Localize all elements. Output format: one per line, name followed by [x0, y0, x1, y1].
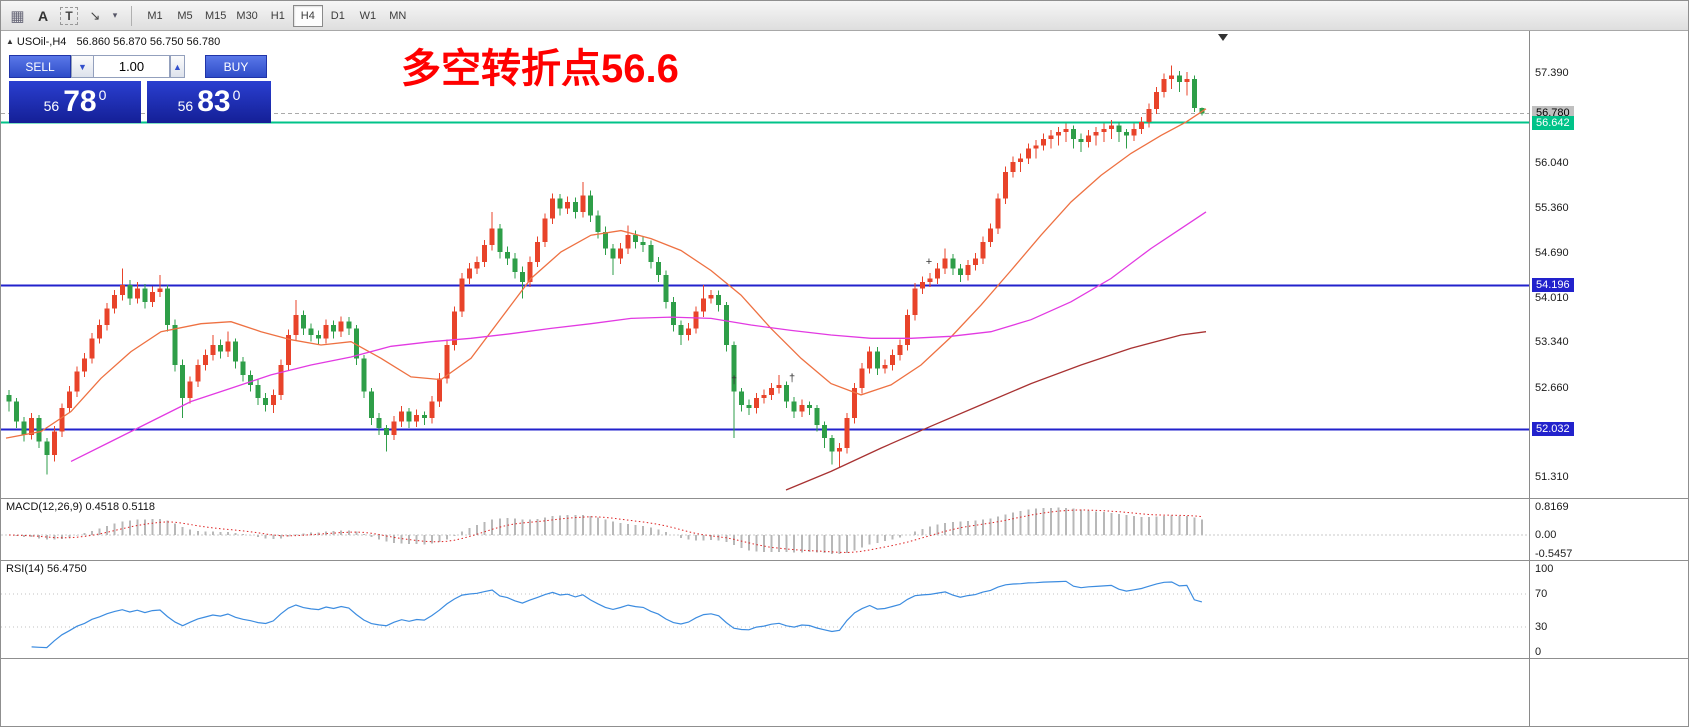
price-label: 52.660 — [1535, 381, 1569, 394]
price-label: -0.5457 — [1535, 547, 1573, 560]
draw-arrow-tool-icon[interactable]: ↘ — [89, 7, 101, 23]
text-label-tool-icon[interactable]: A — [37, 7, 49, 24]
svg-text:†: † — [731, 375, 737, 387]
panel-splitter[interactable] — [1, 658, 1688, 659]
macd-label: MACD(12,26,9) 0.4518 0.5118 — [6, 501, 155, 513]
timeframe-m15[interactable]: M15 — [205, 9, 227, 22]
templates-icon[interactable]: ▦ — [10, 7, 24, 25]
price-label: 100 — [1535, 563, 1554, 575]
macd-axis[interactable]: 0.8169 0.00 -0.5457 — [1529, 499, 1688, 560]
price-label: 52.032 — [1532, 422, 1574, 437]
price-label: 57.390 — [1535, 66, 1569, 79]
chart-annotation-text: 多空转折点56.6 — [401, 47, 679, 91]
empty-panel — [1, 659, 1688, 726]
sell-price-panel[interactable]: 56 78 0 — [9, 81, 141, 123]
panel-splitter[interactable] — [1, 560, 1688, 561]
one-click-trade-panel: SELL ▼ 1.00 ▲ BUY 56 78 0 56 83 0 — [9, 55, 271, 123]
sell-price-prefix: 56 — [43, 98, 60, 114]
symbol-info: ▲ USOil-,H4 56.860 56.870 56.750 56.780 — [6, 36, 220, 48]
price-chart-plot[interactable]: † † + ▲ USOil-,H4 56.860 56.870 56.750 56.78… — [1, 31, 1529, 498]
price-label: 70 — [1535, 587, 1548, 600]
price-label: 51.310 — [1535, 471, 1569, 484]
symbol-name: USOil-,H4 — [16, 36, 67, 48]
volume-dropdown-button[interactable]: ▼ — [71, 55, 94, 78]
price-label: 0.00 — [1535, 529, 1557, 541]
panel-splitter[interactable] — [1, 498, 1688, 499]
timeframe-m1[interactable]: M1 — [147, 9, 163, 22]
timeframe-d1[interactable]: D1 — [330, 9, 345, 22]
symbol-marker-icon: ▲ — [6, 37, 14, 46]
price-label: 0 — [1535, 646, 1542, 658]
main-chart-panel: † † + ▲ USOil-,H4 56.860 56.870 56.750 56.78… — [1, 31, 1688, 498]
tool-icon-group: ▦ A T ↘ ▾ — [5, 5, 121, 27]
price-label: 56.642 — [1532, 115, 1574, 130]
toolbar-separator — [131, 5, 132, 26]
rsi-label: RSI(14) 56.4750 — [6, 563, 87, 575]
buy-button[interactable]: BUY — [205, 55, 267, 78]
price-label: 54.196 — [1532, 278, 1574, 293]
svg-text:+: + — [926, 256, 932, 268]
sell-button[interactable]: SELL — [9, 55, 71, 78]
trade-controls-row: SELL ▼ 1.00 ▲ BUY — [9, 55, 271, 78]
macd-panel: MACD(12,26,9) 0.4518 0.5118 0.8169 0.00 -0… — [1, 499, 1688, 560]
price-label: 54.010 — [1535, 291, 1569, 304]
price-label: 54.690 — [1535, 246, 1569, 259]
rsi-axis[interactable]: 100 70 30 0 — [1529, 561, 1688, 658]
sell-price-big: 78 — [63, 85, 97, 118]
text-tool-icon[interactable]: T — [60, 6, 78, 25]
price-label: 0.8169 — [1535, 501, 1569, 514]
rsi-plot[interactable]: RSI(14) 56.4750 — [1, 561, 1529, 658]
empty-axis — [1529, 659, 1688, 726]
timeframe-w1[interactable]: W1 — [359, 9, 377, 22]
buy-price-prefix: 56 — [177, 98, 194, 114]
toolbar: ▦ A T ↘ ▾ M1 M5 M15 M30 H1 H4 D1 W1 MN — [1, 1, 1688, 31]
rsi-panel: RSI(14) 56.4750 100 70 30 0 — [1, 561, 1688, 658]
timeframe-m5[interactable]: M5 — [177, 9, 193, 22]
timeframe-m30[interactable]: M30 — [236, 9, 258, 22]
volume-input[interactable]: 1.00 — [94, 55, 170, 78]
volume-spinner-button[interactable]: ▲ — [170, 55, 185, 78]
buy-price-big: 83 — [197, 85, 231, 118]
ohlc-values: 56.860 56.870 56.750 56.780 — [76, 36, 221, 48]
timeframe-mn[interactable]: MN — [389, 9, 407, 22]
price-axis[interactable]: 57.390 56.040 55.360 54.690 54.010 53.340 52.6… — [1529, 31, 1688, 498]
timeframe-h1[interactable]: H1 — [270, 9, 285, 22]
svg-text:†: † — [789, 373, 795, 385]
trade-price-row: 56 78 0 56 83 0 — [9, 81, 271, 123]
empty-plot — [1, 659, 1529, 726]
draw-arrow-tool-icon-dropdown[interactable]: ▾ — [112, 10, 118, 20]
buy-price-panel[interactable]: 56 83 0 — [147, 81, 271, 123]
price-label: 30 — [1535, 621, 1548, 634]
price-label: 55.360 — [1535, 201, 1569, 214]
macd-plot[interactable]: MACD(12,26,9) 0.4518 0.5118 — [1, 499, 1529, 560]
buy-price-sup: 0 — [232, 87, 241, 103]
price-label: 53.340 — [1535, 336, 1569, 349]
price-label: 56.040 — [1535, 156, 1569, 169]
timeframe-h4[interactable]: H4 — [292, 4, 323, 27]
timeframe-group: M1 M5 M15 M30 H1 H4 D1 W1 MN — [140, 4, 413, 27]
sell-price-sup: 0 — [98, 87, 107, 103]
